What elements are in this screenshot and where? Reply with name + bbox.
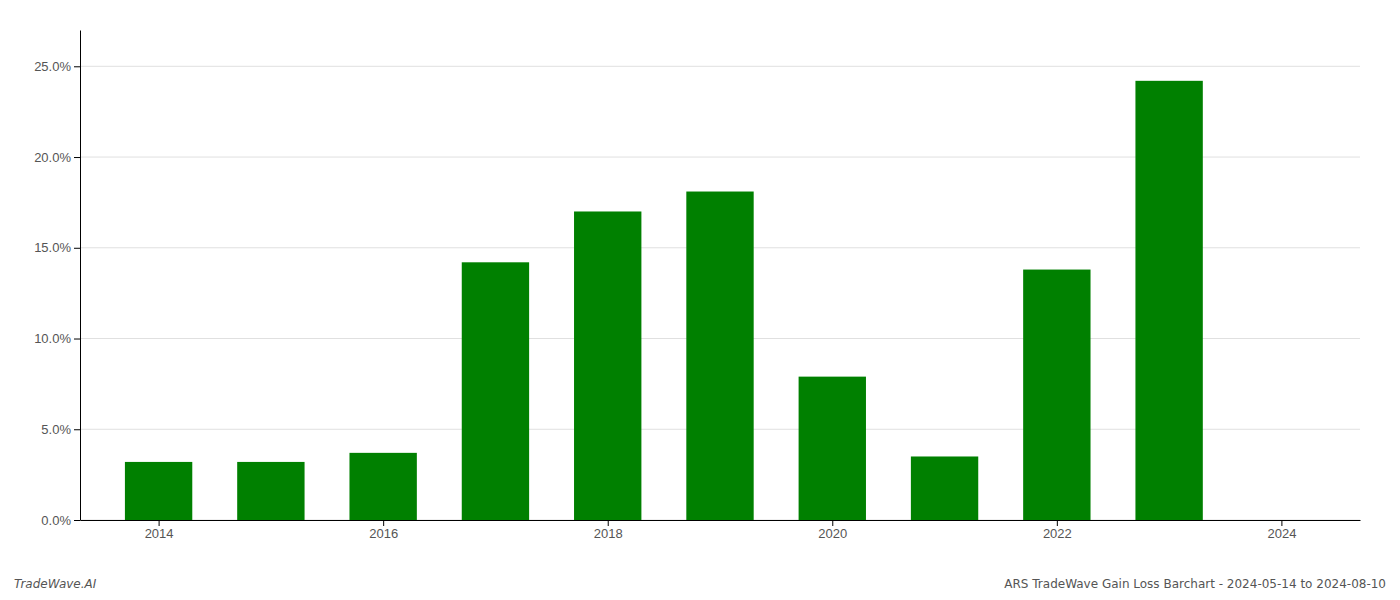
y-tick: 25.0%	[34, 59, 80, 74]
bars	[125, 81, 1203, 520]
x-tick-label: 2024	[1267, 526, 1296, 541]
y-tick: 20.0%	[34, 150, 80, 165]
x-tick-label: 2020	[818, 526, 847, 541]
y-tick-label: 15.0%	[34, 240, 71, 255]
chart: 2014 2016 2018 2020 2022 2024 0.0% 5.0% 10.0% 15.…	[0, 0, 1400, 600]
x-tick: 2018	[594, 520, 623, 541]
grid	[80, 66, 1360, 520]
x-tick: 2022	[1043, 520, 1072, 541]
x-tick: 2020	[818, 520, 847, 541]
y-tick: 15.0%	[34, 240, 80, 255]
y-tick-mark	[74, 429, 80, 430]
y-tick-label: 10.0%	[34, 331, 71, 346]
bar	[462, 262, 529, 520]
x-tick: 2016	[369, 520, 398, 541]
footer-text: ARS TradeWave Gain Loss Barchart - 2024-…	[1004, 577, 1386, 591]
x-tick-mark	[383, 520, 384, 526]
y-tick-mark	[74, 157, 80, 158]
y-tick-label: 20.0%	[34, 150, 71, 165]
y-tick: 5.0%	[41, 422, 80, 437]
bar	[1135, 81, 1202, 520]
x-tick-label: 2016	[369, 526, 398, 541]
bar	[125, 462, 192, 520]
y-tick-mark	[74, 248, 80, 249]
bar	[237, 462, 304, 520]
bar	[686, 192, 753, 520]
y-tick-mark	[74, 66, 80, 67]
y-tick-label: 25.0%	[34, 59, 71, 74]
x-tick-label: 2014	[145, 526, 174, 541]
x-axis-line	[81, 520, 1361, 521]
x-tick-mark	[1057, 520, 1058, 526]
y-tick-mark	[74, 520, 80, 521]
x-tick-mark	[608, 520, 609, 526]
grid-line	[80, 66, 1360, 67]
x-tick-mark	[832, 520, 833, 526]
x-tick-label: 2022	[1043, 526, 1072, 541]
bar	[349, 453, 416, 520]
x-tick-mark	[159, 520, 160, 526]
y-tick-label: 0.0%	[41, 513, 71, 528]
y-tick-mark	[74, 339, 80, 340]
x-tick: 2024	[1267, 520, 1296, 541]
bar	[1023, 270, 1090, 520]
x-tick-label: 2018	[594, 526, 623, 541]
x-tick-mark	[1281, 520, 1282, 526]
y-tick-label: 5.0%	[41, 422, 71, 437]
bar	[574, 211, 641, 520]
x-axis: 2014 2016 2018 2020 2022 2024	[81, 520, 1361, 541]
x-tick: 2014	[145, 520, 174, 541]
y-tick: 10.0%	[34, 331, 80, 346]
plot: 2014 2016 2018 2020 2022 2024 0.0% 5.0% 10.0% 15.…	[34, 31, 1360, 542]
footer-text: TradeWave.AI	[14, 577, 97, 591]
y-axis-line	[80, 31, 81, 521]
bar	[911, 456, 978, 520]
y-axis: 0.0% 5.0% 10.0% 15.0% 20.0% 25.0%	[34, 31, 80, 528]
y-tick: 0.0%	[41, 513, 80, 528]
bar	[799, 377, 866, 520]
